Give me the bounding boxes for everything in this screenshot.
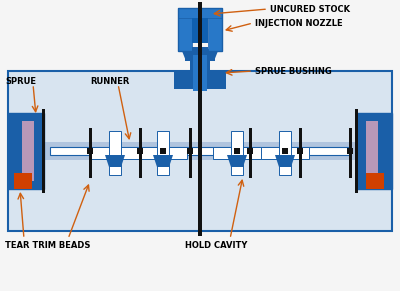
Text: SPRUE: SPRUE (5, 77, 36, 86)
Bar (190, 51, 210, 77)
Bar (8, 71, 392, 231)
Bar (8, 142, 392, 160)
Bar (355, 109, 358, 193)
Bar (348, 128, 352, 178)
Bar (88, 128, 92, 178)
Bar (247, 148, 253, 154)
Bar (178, 8, 222, 18)
Bar (14, 173, 32, 189)
Bar (231, 131, 243, 175)
Bar (137, 148, 143, 154)
Bar (139, 147, 187, 159)
Bar (109, 131, 121, 175)
Bar (213, 147, 261, 159)
Bar (366, 121, 386, 181)
Text: SPRUE BUSHING: SPRUE BUSHING (255, 67, 332, 75)
Bar (8, 113, 44, 189)
Bar (192, 18, 208, 43)
Bar (366, 173, 384, 189)
Text: TEAR TRIM BEADS: TEAR TRIM BEADS (5, 242, 90, 251)
Bar (192, 47, 208, 55)
Polygon shape (153, 155, 173, 167)
Polygon shape (178, 79, 222, 89)
Bar (157, 131, 169, 175)
Bar (42, 109, 45, 193)
Bar (198, 51, 202, 236)
Bar (174, 71, 226, 89)
Bar (193, 47, 207, 91)
Text: UNCURED STOCK: UNCURED STOCK (270, 4, 350, 13)
Bar (297, 148, 303, 154)
Polygon shape (275, 155, 295, 167)
Polygon shape (227, 155, 247, 167)
Bar (178, 8, 192, 51)
Bar (279, 131, 291, 175)
Text: HOLD CAVITY: HOLD CAVITY (185, 242, 247, 251)
Bar (188, 128, 192, 178)
Bar (248, 128, 252, 178)
Bar (160, 148, 166, 154)
Bar (198, 2, 202, 59)
Bar (378, 117, 388, 185)
Bar (261, 147, 309, 159)
Bar (91, 147, 139, 159)
Bar (298, 128, 302, 178)
Bar (50, 147, 350, 155)
Bar (347, 148, 353, 154)
Bar (87, 148, 93, 154)
Text: RUNNER: RUNNER (90, 77, 129, 86)
Bar (356, 113, 392, 189)
Bar (234, 148, 240, 154)
Bar (208, 8, 222, 51)
Text: INJECTION NOZZLE: INJECTION NOZZLE (255, 19, 343, 28)
Bar (138, 128, 142, 178)
Bar (12, 117, 22, 185)
Bar (14, 121, 34, 181)
Bar (185, 49, 215, 61)
Bar (282, 148, 288, 154)
Polygon shape (105, 155, 125, 167)
Bar (187, 148, 193, 154)
Polygon shape (182, 51, 218, 61)
